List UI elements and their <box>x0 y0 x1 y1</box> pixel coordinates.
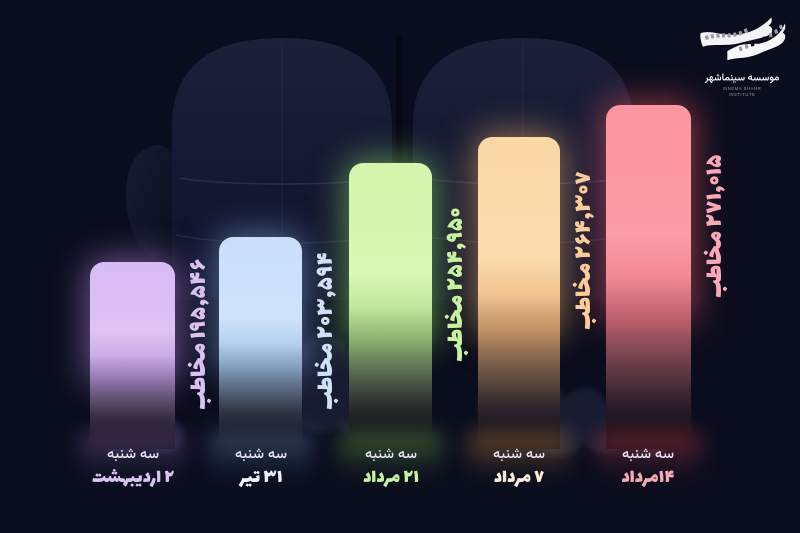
svg-text:موسسه سینماشهر: موسسه سینماشهر <box>704 71 779 85</box>
